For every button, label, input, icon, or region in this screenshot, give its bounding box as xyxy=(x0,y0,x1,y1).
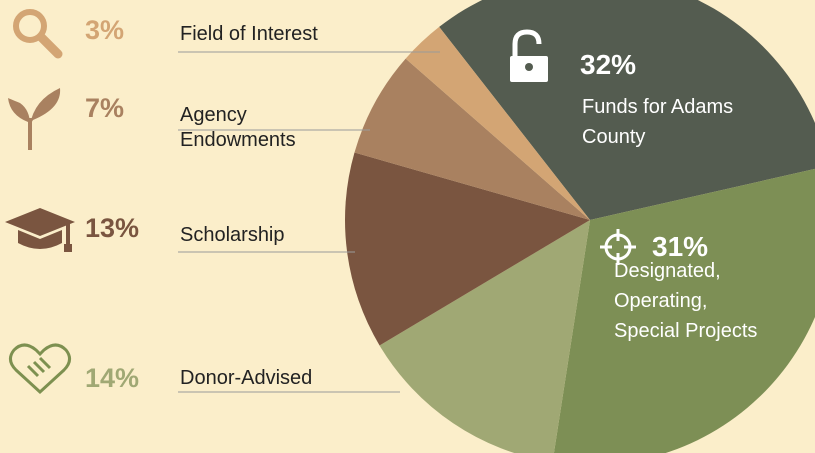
percent-label: 3% xyxy=(85,15,125,45)
slice-label: Funds for Adams County xyxy=(582,96,734,148)
pie-slice xyxy=(354,58,590,221)
handshake-icon xyxy=(9,343,71,395)
percent-label: 31% xyxy=(652,231,709,262)
target-icon xyxy=(600,229,636,265)
leader-lines xyxy=(178,51,440,393)
pie xyxy=(344,0,815,453)
lock-icon xyxy=(510,29,548,82)
pie-slice xyxy=(439,0,815,220)
slice-label: Donor-Advised xyxy=(180,367,313,389)
percent-label: 32% xyxy=(580,49,637,80)
pie-slice xyxy=(405,26,590,221)
graduation-icon xyxy=(5,208,75,252)
slice-label: Agency Endowments xyxy=(180,104,296,151)
pie-slice xyxy=(379,220,590,453)
slice-label: Scholarship xyxy=(180,224,285,246)
slice-label: Designated, Operating, Special Projects xyxy=(614,260,758,342)
slice-label: Field of Interest xyxy=(180,23,318,45)
sprout-icon xyxy=(8,88,61,150)
percent-label: 13% xyxy=(85,213,140,243)
percent-label: 7% xyxy=(85,93,125,123)
pie-slice xyxy=(344,152,590,346)
search-icon xyxy=(13,9,63,59)
percent-label: 14% xyxy=(85,363,140,393)
